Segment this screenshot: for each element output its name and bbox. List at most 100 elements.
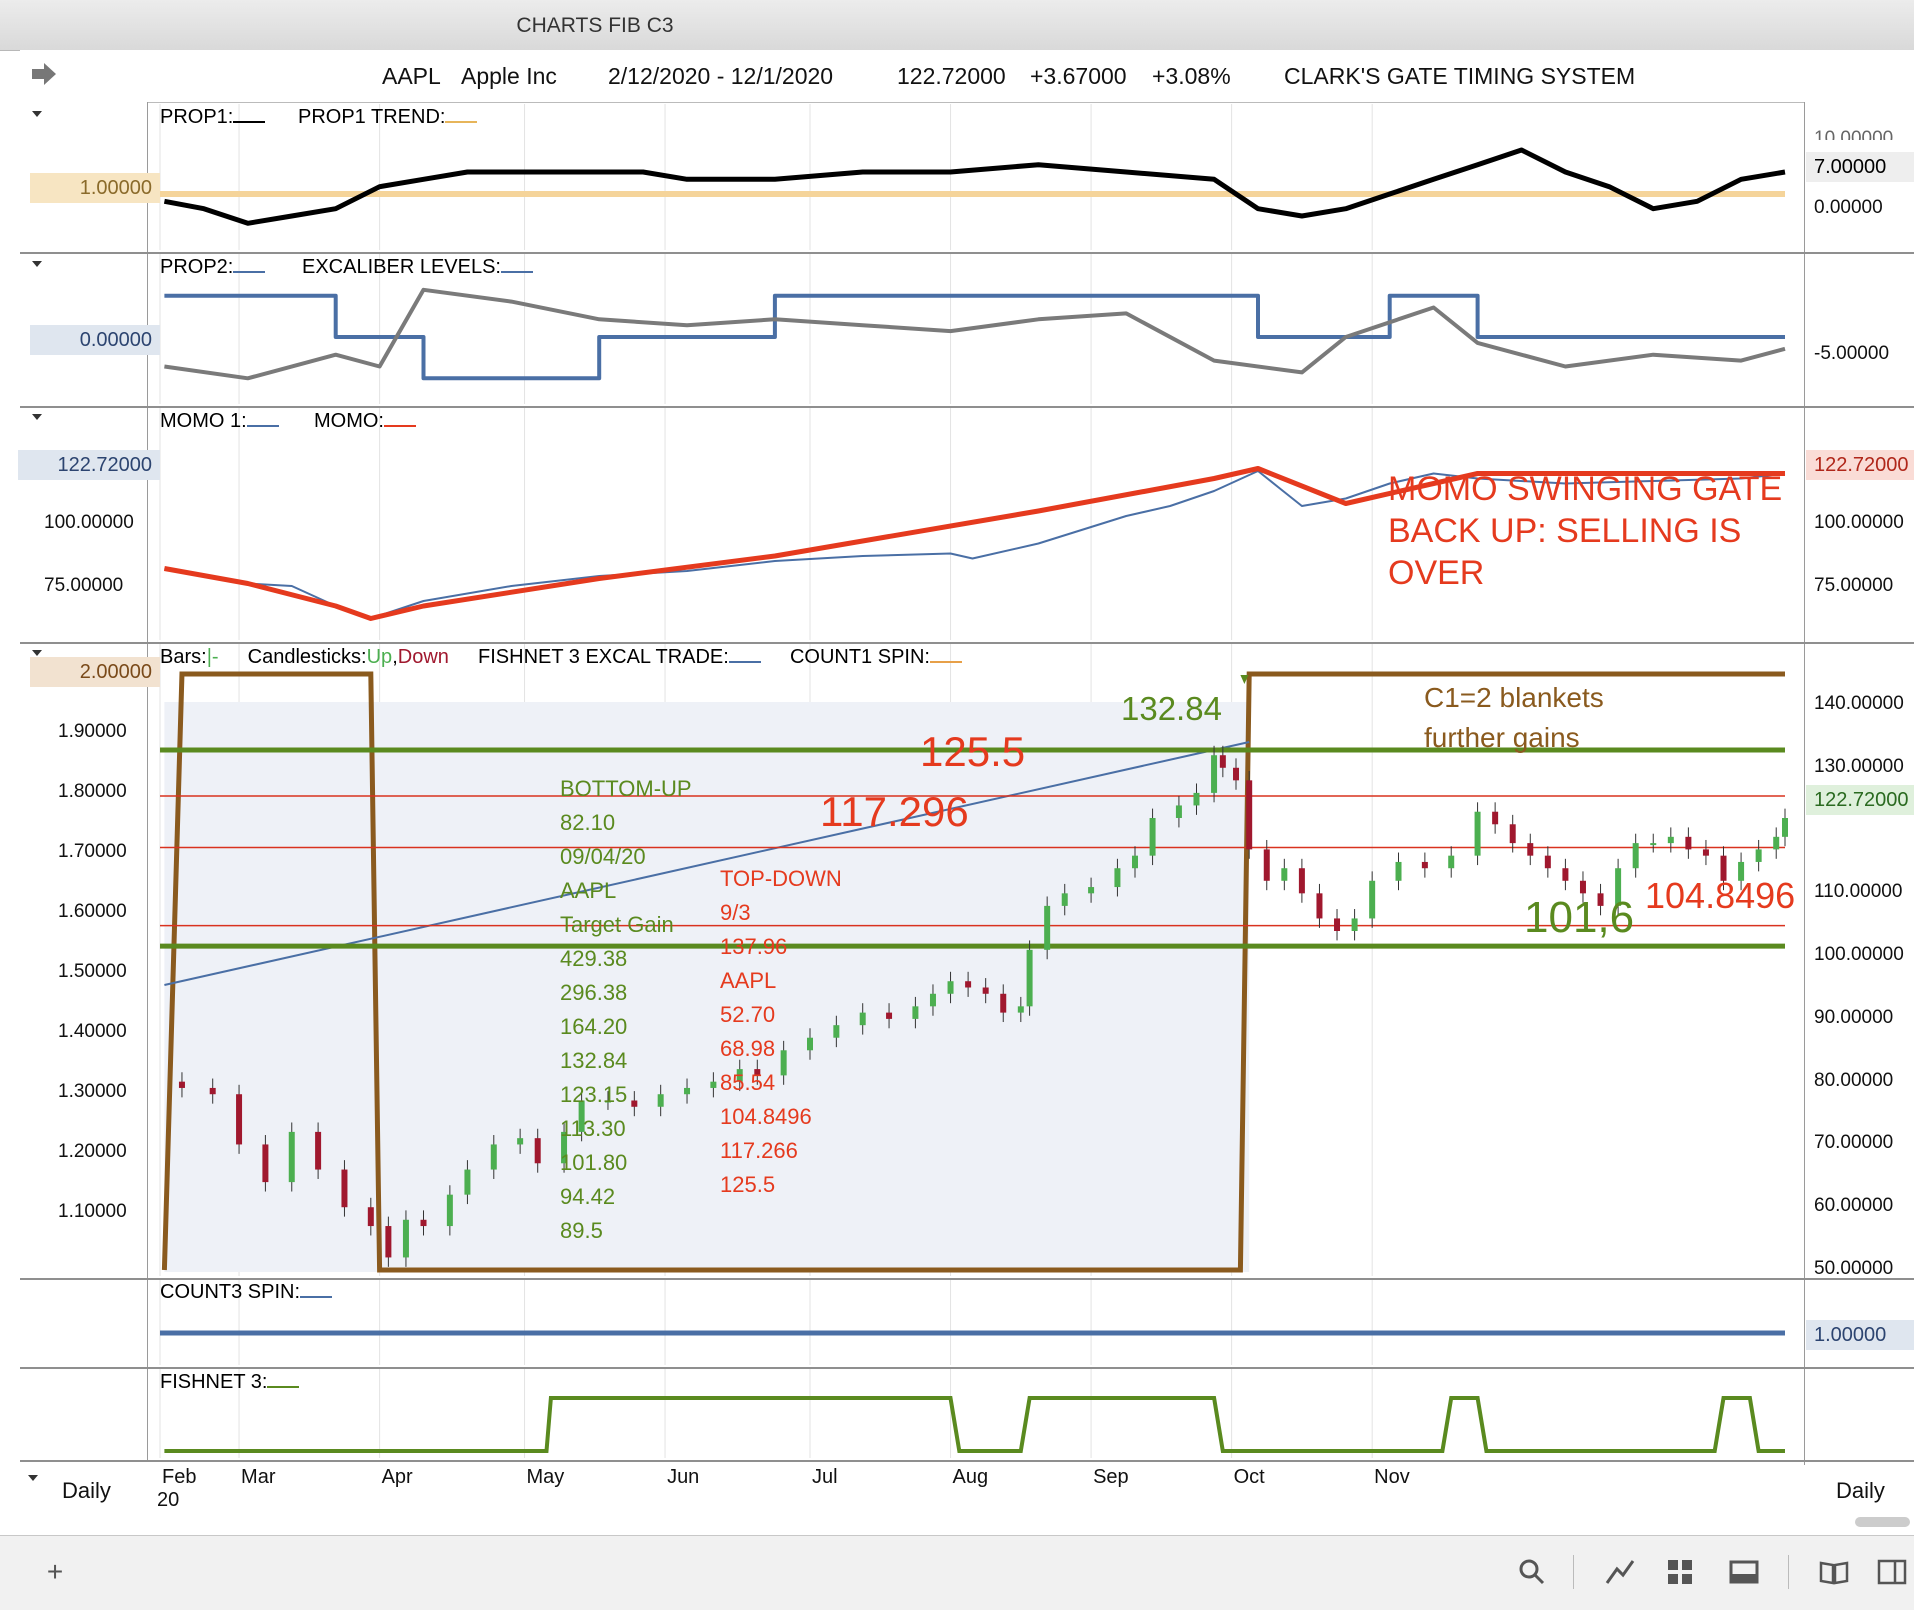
panel-divider bbox=[20, 1278, 1914, 1280]
panel-collapse-icon[interactable] bbox=[32, 261, 42, 267]
candle-body bbox=[1527, 843, 1534, 856]
count3-right-badge: 1.00000 bbox=[1806, 1320, 1914, 1350]
x-axis-month-label: Jun bbox=[667, 1466, 700, 1488]
main-left-tick: 1.60000 bbox=[58, 901, 127, 922]
candle-body bbox=[1474, 811, 1481, 856]
candle-body bbox=[534, 1138, 541, 1164]
candle-body bbox=[578, 1100, 585, 1132]
panel-collapse-icon[interactable] bbox=[32, 650, 42, 656]
main-right-tick: 70.00000 bbox=[1814, 1132, 1894, 1154]
candle-body bbox=[1597, 893, 1604, 906]
excaliber-levels-label: EXCALIBER LEVELS: bbox=[302, 256, 533, 279]
prop1-left-badge: 1.00000 bbox=[30, 173, 160, 203]
x-axis bbox=[147, 1462, 1804, 1512]
candle-body bbox=[1702, 849, 1709, 856]
main-left-tick: 1.10000 bbox=[58, 1201, 127, 1222]
candle-body bbox=[780, 1050, 787, 1076]
main-right-tick: 80.00000 bbox=[1814, 1069, 1894, 1091]
candle-body bbox=[236, 1094, 243, 1145]
candle-body bbox=[1421, 861, 1428, 869]
change-text: +3.67000 bbox=[1030, 63, 1127, 89]
annotation-line: 429.38 bbox=[560, 946, 628, 971]
annotation-line: 132.84 bbox=[560, 1048, 628, 1073]
panel-divider bbox=[20, 406, 1914, 408]
candle-body bbox=[288, 1131, 295, 1183]
candle-body bbox=[1088, 887, 1095, 894]
annotation-line: 94.42 bbox=[560, 1184, 616, 1209]
candle-body bbox=[1351, 918, 1358, 931]
candle-body bbox=[1000, 993, 1007, 1013]
candle-body bbox=[262, 1144, 269, 1183]
candle-body bbox=[947, 981, 954, 994]
x-axis-year: 20 bbox=[157, 1489, 180, 1511]
main-left-tick: 1.40000 bbox=[58, 1021, 127, 1042]
prop1-trend-label: PROP1 TREND: bbox=[298, 106, 478, 129]
grid-icon[interactable] bbox=[1663, 1555, 1697, 1589]
level-label-125: 125.5 bbox=[920, 728, 1026, 775]
candle-body bbox=[420, 1219, 427, 1227]
candle-body bbox=[807, 1037, 813, 1051]
prop2-left-badge: 0.00000 bbox=[30, 325, 160, 355]
candle-body bbox=[446, 1194, 453, 1227]
annotation-line: AAPL bbox=[560, 878, 617, 903]
candle-body bbox=[490, 1144, 497, 1170]
toolbar-divider bbox=[1573, 1555, 1574, 1589]
candle-body bbox=[1044, 905, 1051, 950]
resize-handle[interactable] bbox=[0, 1515, 8, 1523]
panel-collapse-icon[interactable] bbox=[32, 111, 42, 117]
window-title: CHARTS FIB C3 bbox=[516, 14, 674, 37]
system-name-text: CLARK'S GATE TIMING SYSTEM bbox=[1284, 63, 1636, 89]
annotation-line: 117.266 bbox=[720, 1138, 798, 1163]
x-axis-month-label: Sep bbox=[1093, 1466, 1129, 1488]
candle-body bbox=[1233, 767, 1240, 781]
candle-body bbox=[1562, 868, 1569, 881]
candle-body bbox=[341, 1169, 348, 1208]
prop1-label: PROP1: bbox=[160, 106, 266, 129]
candle-body bbox=[1246, 780, 1253, 850]
candle-body bbox=[315, 1131, 322, 1170]
arrow-icon[interactable] bbox=[30, 62, 58, 86]
annotation-line: 125.5 bbox=[720, 1172, 776, 1197]
chart-line-icon[interactable] bbox=[1603, 1555, 1637, 1589]
period-collapse-icon[interactable] bbox=[28, 1475, 38, 1481]
candle-body bbox=[1175, 805, 1182, 818]
right-axis-gutter bbox=[1804, 102, 1914, 1465]
annotation-line: 9/3 bbox=[720, 900, 751, 925]
candle-body bbox=[982, 987, 989, 994]
candle-body bbox=[209, 1087, 216, 1095]
horizontal-scrollbar[interactable] bbox=[1855, 1517, 1910, 1527]
period-left-label[interactable]: Daily bbox=[62, 1478, 111, 1503]
main-left-tick: 1.50000 bbox=[58, 961, 127, 982]
candle-body bbox=[1219, 755, 1226, 768]
period-right-label[interactable]: Daily bbox=[1836, 1478, 1885, 1503]
annotation-line: 09/04/20 bbox=[560, 844, 646, 869]
candle-body bbox=[710, 1081, 717, 1088]
momo-right-tick: 75.00000 bbox=[1814, 575, 1894, 596]
candle-body bbox=[1026, 949, 1033, 1007]
annotation-line: 52.70 bbox=[720, 1002, 776, 1027]
main-left-tick: 1.70000 bbox=[58, 841, 127, 862]
count3-label: COUNT3 SPIN: bbox=[160, 1281, 333, 1304]
prop2-line bbox=[164, 287, 1786, 381]
candle-body bbox=[1492, 811, 1499, 825]
candle-body bbox=[859, 1012, 866, 1026]
symbol-text: AAPL bbox=[382, 63, 441, 89]
candle-body bbox=[754, 1069, 761, 1076]
candle-body bbox=[1720, 855, 1727, 881]
candle-body bbox=[657, 1094, 664, 1107]
panel-collapse-icon[interactable] bbox=[32, 414, 42, 420]
annotation-line: 104.8496 bbox=[720, 1104, 812, 1129]
candle-body bbox=[684, 1087, 691, 1095]
panel-icon[interactable] bbox=[1727, 1555, 1761, 1589]
add-icon[interactable]: + bbox=[46, 1556, 64, 1587]
search-icon[interactable] bbox=[1515, 1555, 1549, 1589]
gate-shaded-area bbox=[164, 702, 1250, 1272]
book-icon[interactable] bbox=[1817, 1555, 1851, 1589]
sidebar-icon[interactable] bbox=[1870, 1555, 1914, 1589]
x-axis-month-label: Feb bbox=[162, 1466, 197, 1488]
level-label-132: 132.84 bbox=[1121, 690, 1222, 727]
candle-body bbox=[1298, 868, 1305, 894]
panel-divider bbox=[20, 1460, 1914, 1462]
x-axis-month-label: May bbox=[526, 1466, 565, 1488]
candle-body bbox=[1193, 792, 1200, 806]
